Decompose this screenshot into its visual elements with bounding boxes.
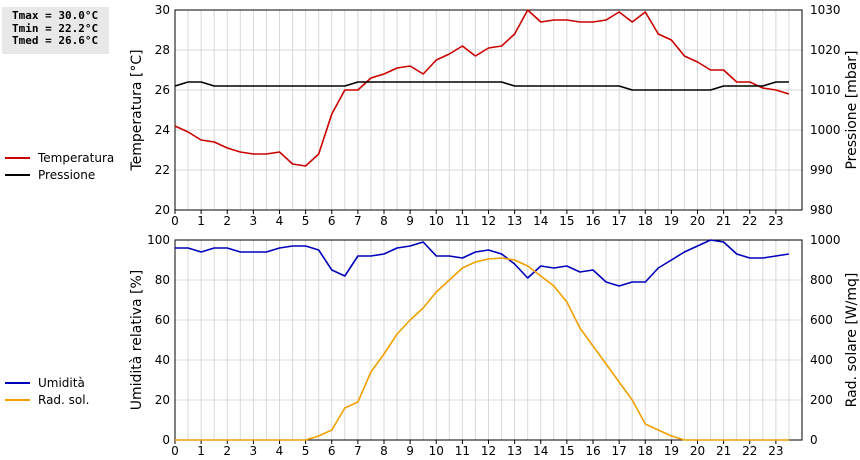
humidity-radiation-xtick-label: 23 — [768, 444, 783, 458]
temp-pressure-y2tick-label: 990 — [810, 163, 833, 177]
humidity-radiation-xtick-label: 17 — [611, 444, 626, 458]
tmin-label: Tmin = 22.2°C — [12, 21, 99, 35]
temp-pressure-xtick-label: 15 — [559, 214, 574, 228]
humidity-radiation-ylabel: Umidità relativa [%] — [129, 270, 145, 411]
stats-box: Tmax = 30.0°C Tmin = 22.2°C Tmed = 26.6°… — [2, 7, 109, 54]
humidity-radiation-ytick-label: 40 — [155, 353, 170, 367]
temp-pressure-xtick-label: 1 — [197, 214, 205, 228]
humidity-radiation-xtick-label: 11 — [455, 444, 470, 458]
humidity-radiation-xtick-label: 15 — [559, 444, 574, 458]
temp-pressure-xtick-label: 19 — [664, 214, 679, 228]
humidity-radiation-xtick-label: 3 — [250, 444, 258, 458]
temp-pressure-series-0-line — [174, 9, 790, 167]
humidity-radiation-xtick-label: 14 — [533, 444, 548, 458]
temp-pressure-ytick-label: 24 — [155, 123, 170, 137]
temp-pressure-xtick-label: 7 — [354, 214, 362, 228]
tmax-label: Tmax = 30.0°C — [12, 9, 99, 22]
temp-pressure-ylabel: Temperatura [°C] — [129, 49, 145, 171]
temp-pressure-ytick-label: 26 — [155, 83, 170, 97]
temp-pressure-y2tick-label: 980 — [810, 203, 833, 217]
temp-pressure-xtick-label: 6 — [328, 214, 336, 228]
humidity-radiation-y2tick-label: 400 — [810, 353, 833, 367]
temp-pressure-legend-label: Pressione — [38, 168, 95, 182]
humidity-radiation-xtick-label: 19 — [664, 444, 679, 458]
temp-pressure-ytick-label: 20 — [155, 203, 170, 217]
humidity-radiation-ytick-label: 0 — [162, 433, 170, 447]
temp-pressure-ytick-label: 28 — [155, 43, 170, 57]
temp-pressure-xtick-label: 2 — [223, 214, 231, 228]
temp-pressure-xtick-label: 13 — [507, 214, 522, 228]
temp-pressure-xtick-label: 11 — [455, 214, 470, 228]
temp-pressure-xtick-label: 9 — [406, 214, 414, 228]
humidity-radiation-xtick-label: 10 — [429, 444, 444, 458]
humidity-radiation-y2tick-label: 200 — [810, 393, 833, 407]
humidity-radiation-xtick-label: 5 — [302, 444, 310, 458]
humidity-radiation-xtick-label: 8 — [380, 444, 388, 458]
humidity-radiation-xtick-label: 20 — [690, 444, 705, 458]
temp-pressure-ytick-label: 30 — [155, 3, 170, 17]
humidity-radiation-xtick-label: 0 — [171, 444, 179, 458]
tmed-label: Tmed = 26.6°C — [12, 34, 99, 47]
humidity-radiation-xtick-label: 2 — [223, 444, 231, 458]
temp-pressure-xtick-label: 0 — [171, 214, 179, 228]
temp-pressure-ytick-label: 22 — [155, 163, 170, 177]
temp-pressure-xtick-label: 14 — [533, 214, 548, 228]
humidity-radiation-xtick-label: 9 — [406, 444, 414, 458]
temp-pressure-y2tick-label: 1030 — [810, 3, 841, 17]
temp-pressure-xtick-label: 12 — [481, 214, 496, 228]
humidity-radiation-legend-label: Rad. sol. — [38, 393, 89, 407]
humidity-radiation-y2tick-label: 800 — [810, 273, 833, 287]
humidity-radiation-y2tick-label: 1000 — [810, 233, 841, 247]
temp-pressure-xtick-label: 21 — [716, 214, 731, 228]
humidity-radiation-xtick-label: 7 — [354, 444, 362, 458]
humidity-radiation-xtick-label: 16 — [585, 444, 600, 458]
temp-pressure-xtick-label: 16 — [585, 214, 600, 228]
temp-pressure-xtick-label: 8 — [380, 214, 388, 228]
humidity-radiation-xtick-label: 6 — [328, 444, 336, 458]
temp-pressure-xtick-label: 20 — [690, 214, 705, 228]
temp-pressure-y2tick-label: 1010 — [810, 83, 841, 97]
temp-pressure-xtick-label: 22 — [742, 214, 757, 228]
temp-pressure-legend-label: Temperatura — [37, 151, 114, 165]
humidity-radiation-xtick-label: 4 — [276, 444, 284, 458]
temp-pressure-y2tick-label: 1020 — [810, 43, 841, 57]
temp-pressure-xtick-label: 17 — [611, 214, 626, 228]
temp-pressure-xtick-label: 3 — [250, 214, 258, 228]
humidity-radiation-y2tick-label: 0 — [810, 433, 818, 447]
humidity-radiation-ytick-label: 80 — [155, 273, 170, 287]
humidity-radiation-xtick-label: 21 — [716, 444, 731, 458]
humidity-radiation-y2label: Rad. solare [W/mq] — [844, 273, 860, 408]
temp-pressure-xtick-label: 4 — [276, 214, 284, 228]
temp-pressure-xtick-label: 5 — [302, 214, 310, 228]
humidity-radiation-ytick-label: 60 — [155, 313, 170, 327]
temp-pressure-series-1-line — [174, 81, 789, 91]
humidity-radiation-ytick-label: 20 — [155, 393, 170, 407]
humidity-radiation-xtick-label: 1 — [197, 444, 205, 458]
temp-pressure-xtick-label: 18 — [638, 214, 653, 228]
temp-pressure-xtick-label: 23 — [768, 214, 783, 228]
humidity-radiation-xtick-label: 22 — [742, 444, 757, 458]
humidity-radiation-legend-label: Umidità — [38, 376, 85, 390]
temp-pressure-y2tick-label: 1000 — [810, 123, 841, 137]
humidity-radiation-ytick-label: 100 — [147, 233, 170, 247]
humidity-radiation-xtick-label: 18 — [638, 444, 653, 458]
temp-pressure-xtick-label: 10 — [429, 214, 444, 228]
humidity-radiation-series-0-line — [175, 239, 790, 287]
humidity-radiation-xtick-label: 12 — [481, 444, 496, 458]
temp-pressure-y2label: Pressione [mbar] — [844, 50, 860, 169]
humidity-radiation-y2tick-label: 600 — [810, 313, 833, 327]
humidity-radiation-series-1-line — [175, 257, 789, 441]
humidity-radiation-xtick-label: 13 — [507, 444, 522, 458]
